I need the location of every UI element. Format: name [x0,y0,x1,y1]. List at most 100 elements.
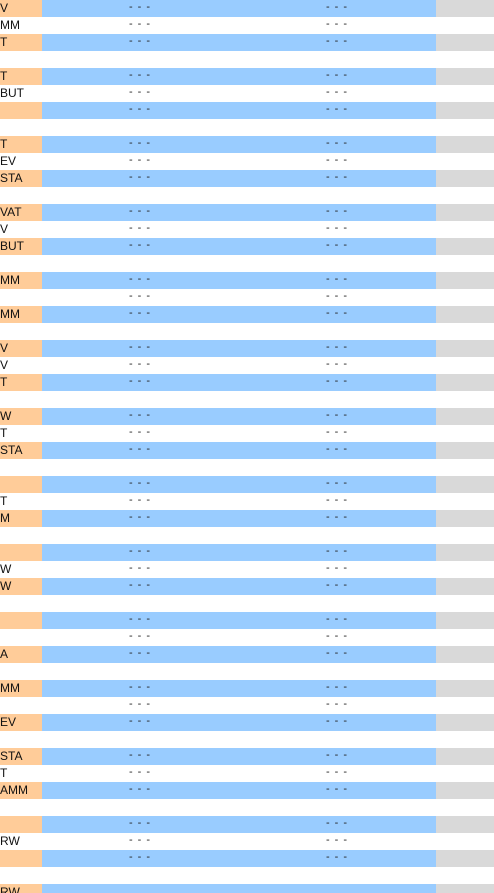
value-cell-a[interactable]: - - - [42,782,238,799]
value-cell-c[interactable] [436,374,494,391]
value-cell-b[interactable]: - - - [238,238,436,255]
row-label-cell[interactable]: T [0,493,42,510]
row-label-cell[interactable] [0,459,42,476]
row-label-cell[interactable]: V [0,357,42,374]
row-label-cell[interactable]: V [0,221,42,238]
row-label-cell[interactable]: RW [0,884,42,893]
value-cell-c[interactable] [436,357,494,374]
row-label-cell[interactable] [0,629,42,646]
value-cell-c[interactable] [436,170,494,187]
value-cell-c[interactable] [436,816,494,833]
value-cell-b[interactable]: - - - [238,289,436,306]
value-cell-b[interactable]: - - - [238,765,436,782]
value-cell-a[interactable]: - - - [42,17,238,34]
value-cell-a[interactable]: - - - [42,425,238,442]
value-cell-c[interactable] [436,833,494,850]
row-label-cell[interactable]: RW [0,833,42,850]
value-cell-c[interactable] [436,629,494,646]
row-label-cell[interactable]: W [0,408,42,425]
value-cell-b[interactable]: - - - [238,204,436,221]
value-cell-a[interactable] [42,459,238,476]
value-cell-a[interactable]: - - - [42,510,238,527]
value-cell-b[interactable] [238,799,436,816]
value-cell-b[interactable]: - - - [238,68,436,85]
row-label-cell[interactable]: T [0,374,42,391]
row-label-cell[interactable]: MM [0,306,42,323]
value-cell-a[interactable]: - - - [42,272,238,289]
value-cell-c[interactable] [436,408,494,425]
value-cell-b[interactable]: - - - [238,340,436,357]
value-cell-a[interactable] [42,119,238,136]
row-label-cell[interactable] [0,187,42,204]
value-cell-b[interactable] [238,867,436,884]
value-cell-b[interactable]: - - - [238,102,436,119]
value-cell-b[interactable]: - - - [238,136,436,153]
value-cell-c[interactable] [436,765,494,782]
value-cell-c[interactable] [436,51,494,68]
value-cell-c[interactable] [436,561,494,578]
value-cell-a[interactable]: - - - [42,612,238,629]
value-cell-c[interactable] [436,272,494,289]
value-cell-b[interactable]: - - - [238,544,436,561]
value-cell-c[interactable] [436,782,494,799]
value-cell-b[interactable]: - - - [238,221,436,238]
value-cell-b[interactable] [238,595,436,612]
value-cell-c[interactable] [436,255,494,272]
value-cell-b[interactable] [238,255,436,272]
value-cell-a[interactable]: - - - [42,714,238,731]
value-cell-b[interactable]: - - - [238,646,436,663]
value-cell-c[interactable] [436,799,494,816]
value-cell-b[interactable]: - - - [238,442,436,459]
value-cell-b[interactable]: - - - [238,0,436,17]
value-cell-a[interactable]: - - - [42,374,238,391]
value-cell-b[interactable]: - - - [238,680,436,697]
row-label-cell[interactable]: EV [0,153,42,170]
row-label-cell[interactable]: STA [0,442,42,459]
value-cell-b[interactable]: - - - [238,714,436,731]
value-cell-a[interactable] [42,527,238,544]
value-cell-c[interactable] [436,714,494,731]
row-label-cell[interactable]: T [0,68,42,85]
value-cell-a[interactable]: - - - [42,561,238,578]
value-cell-a[interactable]: - - - [42,221,238,238]
row-label-cell[interactable] [0,867,42,884]
value-cell-b[interactable] [238,459,436,476]
value-cell-c[interactable] [436,578,494,595]
value-cell-a[interactable]: - - - [42,680,238,697]
value-cell-c[interactable] [436,221,494,238]
value-cell-b[interactable]: - - - [238,425,436,442]
value-cell-c[interactable] [436,510,494,527]
value-cell-a[interactable]: - - - [42,357,238,374]
value-cell-c[interactable] [436,238,494,255]
row-label-cell[interactable]: V [0,0,42,17]
row-label-cell[interactable]: STA [0,748,42,765]
value-cell-c[interactable] [436,323,494,340]
row-label-cell[interactable]: T [0,136,42,153]
row-label-cell[interactable]: EV [0,714,42,731]
value-cell-a[interactable] [42,391,238,408]
value-cell-a[interactable]: - - - [42,306,238,323]
row-label-cell[interactable]: W [0,561,42,578]
value-cell-b[interactable]: - - - [238,561,436,578]
value-cell-c[interactable] [436,306,494,323]
row-label-cell[interactable] [0,850,42,867]
row-label-cell[interactable]: V [0,340,42,357]
value-cell-a[interactable]: - - - [42,748,238,765]
value-cell-c[interactable] [436,153,494,170]
value-cell-a[interactable]: - - - [42,85,238,102]
row-label-cell[interactable] [0,799,42,816]
value-cell-b[interactable]: - - - [238,408,436,425]
value-cell-a[interactable] [42,884,238,893]
value-cell-a[interactable] [42,187,238,204]
value-cell-a[interactable] [42,799,238,816]
value-cell-a[interactable]: - - - [42,646,238,663]
value-cell-b[interactable]: - - - [238,34,436,51]
value-cell-b[interactable] [238,663,436,680]
value-cell-a[interactable]: - - - [42,442,238,459]
value-cell-a[interactable]: - - - [42,697,238,714]
value-cell-a[interactable]: - - - [42,816,238,833]
value-cell-b[interactable] [238,731,436,748]
value-cell-b[interactable]: - - - [238,816,436,833]
row-label-cell[interactable]: T [0,425,42,442]
row-label-cell[interactable]: A [0,646,42,663]
